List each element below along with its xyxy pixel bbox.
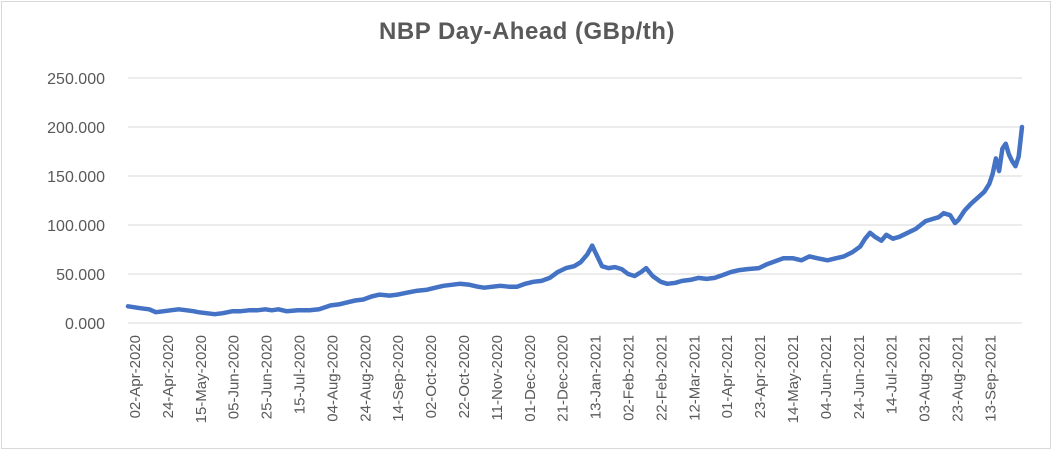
x-tick-label: 13-Jan-2021 bbox=[588, 335, 605, 419]
x-tick-label: 14-Sep-2020 bbox=[390, 335, 407, 422]
x-tick-label: 02-Oct-2020 bbox=[423, 335, 440, 418]
x-tick-label: 24-Apr-2020 bbox=[160, 335, 177, 418]
x-tick-label: 14-May-2021 bbox=[785, 335, 802, 423]
x-tick-label: 25-Jun-2020 bbox=[259, 335, 276, 419]
y-tick-label: 200.000 bbox=[47, 120, 105, 137]
x-tick-label: 23-Aug-2021 bbox=[950, 335, 967, 422]
x-tick-label: 21-Dec-2020 bbox=[555, 335, 572, 422]
x-tick-label: 02-Apr-2020 bbox=[127, 335, 144, 418]
x-tick-label: 24-Jun-2021 bbox=[851, 335, 868, 419]
y-tick-label: 50.000 bbox=[56, 267, 105, 284]
y-tick-labels: 0.000 50.000 100.000 150.000 200.000 250.000 bbox=[47, 71, 105, 333]
x-tick-label: 01-Dec-2020 bbox=[522, 335, 539, 422]
y-tick-label: 100.000 bbox=[47, 218, 105, 235]
x-tick-label: 15-Jul-2020 bbox=[292, 335, 309, 414]
y-tick-label: 0.000 bbox=[65, 316, 105, 333]
x-tick-label: 04-Jun-2021 bbox=[818, 335, 835, 419]
x-tick-labels: 02-Apr-2020 24-Apr-2020 15-May-2020 05-Jun-… bbox=[127, 335, 999, 423]
x-tick-label: 22-Feb-2021 bbox=[653, 335, 670, 421]
y-tick-label: 250.000 bbox=[47, 71, 105, 88]
series-layer bbox=[125, 124, 1025, 317]
x-tick-label: 11-Nov-2020 bbox=[489, 335, 506, 421]
x-tick-label: 04-Aug-2020 bbox=[324, 335, 341, 422]
x-tick-label: 02-Feb-2021 bbox=[621, 335, 638, 421]
x-tick-label: 05-Jun-2020 bbox=[226, 335, 243, 419]
x-tick-label: 23-Apr-2021 bbox=[752, 335, 769, 418]
x-tick-label: 12-Mar-2021 bbox=[686, 335, 703, 421]
y-tick-label: 150.000 bbox=[47, 169, 105, 186]
x-tick-label: 14-Jul-2021 bbox=[884, 335, 901, 414]
x-tick-label: 15-May-2020 bbox=[193, 335, 210, 423]
x-tick-label: 03-Aug-2021 bbox=[917, 335, 934, 422]
series-line bbox=[125, 124, 1025, 317]
x-tick-label: 22-Oct-2020 bbox=[456, 335, 473, 418]
gridlines bbox=[128, 77, 1022, 324]
x-tick-label: 24-Aug-2020 bbox=[357, 335, 374, 422]
x-tick-label: 13-Sep-2021 bbox=[982, 335, 999, 422]
chart-title: NBP Day-Ahead (GBp/th) bbox=[379, 18, 675, 45]
x-tick-label: 01-Apr-2021 bbox=[719, 335, 736, 418]
